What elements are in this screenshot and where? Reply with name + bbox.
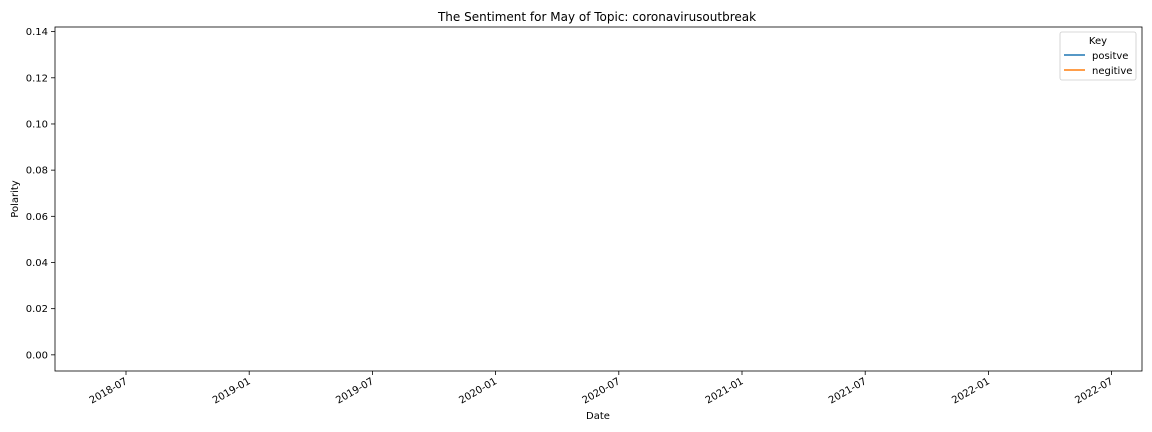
x-tick-label: 2022-01 (950, 376, 992, 406)
y-tick-label: 0.14 (26, 27, 48, 38)
x-tick-label: 2019-01 (211, 376, 253, 406)
y-tick-label: 0.02 (26, 304, 48, 315)
legend-title: Key (1089, 36, 1107, 47)
y-axis-ticks: 0.00 0.02 0.04 0.06 0.08 0.10 0.12 0.14 (26, 27, 55, 361)
y-tick-label: 0.10 (26, 119, 48, 130)
x-tick-label: 2020-01 (457, 376, 499, 406)
x-tick-label: 2020-07 (581, 376, 623, 406)
x-axis-ticks: 2018-07 2019-01 2019-07 2020-01 2020-07 2021-… (88, 371, 1115, 406)
legend-label-positive: positve (1092, 51, 1128, 62)
x-axis-label: Date (586, 411, 610, 422)
legend-box (1059, 31, 1137, 81)
y-tick-label: 0.06 (26, 212, 48, 223)
y-axis-label: Polarity (10, 180, 21, 218)
x-tick-label: 2021-07 (827, 376, 869, 406)
legend: Key positve negitive (1059, 31, 1137, 81)
legend-label-negative: negitive (1092, 66, 1132, 77)
chart-title: The Sentiment for May of Topic: coronavi… (437, 10, 756, 24)
x-tick-label: 2021-01 (704, 376, 746, 406)
x-tick-label: 2018-07 (88, 376, 130, 406)
y-tick-label: 0.12 (26, 73, 48, 84)
x-tick-label: 2019-07 (334, 376, 376, 406)
y-tick-label: 0.00 (26, 350, 48, 361)
y-tick-label: 0.08 (26, 166, 48, 177)
y-tick-label: 0.04 (26, 258, 48, 269)
x-tick-label: 2022-07 (1073, 376, 1115, 406)
plot-area (54, 26, 1143, 372)
